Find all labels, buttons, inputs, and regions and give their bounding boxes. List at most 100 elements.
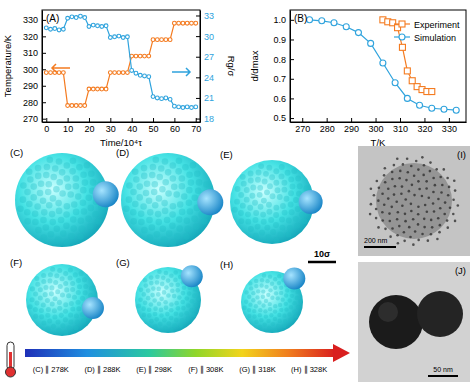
panel-label: (B) [294,13,307,24]
data-point [138,54,142,58]
tick-mark [42,53,46,54]
tick-mark [290,39,294,40]
panel-label: (I) [457,149,466,160]
tick-label: 0.7 [273,74,286,84]
series-line [310,20,457,110]
tick: 330 [442,118,457,134]
data-point [409,78,415,84]
tick-label: 10 [63,124,73,134]
data-point [91,87,95,91]
legend-marker [399,34,405,40]
tick: 24 [196,73,214,83]
tick-mark [290,98,294,99]
tick-label: 33 [204,11,214,21]
legend: ExperimentSimulation [394,20,460,43]
tick-mark [42,86,46,87]
axis-line [290,11,291,123]
tick-label: 60 [170,124,180,134]
data-point [108,36,112,40]
tick-label: 270 [23,114,38,124]
data-point [121,36,125,40]
tick-label: 310 [23,48,38,58]
data-point [151,38,155,42]
panel-label: (H) [220,259,233,270]
color-bar-label: (D) ∥ 288K [84,365,120,374]
tick-label: 40 [127,124,137,134]
data-point [168,97,172,101]
data-point [91,23,95,27]
tick-label: 320 [417,124,432,134]
simulation-render [230,160,323,244]
tick-mark [46,118,47,122]
plot-area [44,14,197,109]
data-point [121,71,125,75]
tick-label: 1.0 [273,15,286,25]
data-point [61,71,65,75]
data-point [181,21,185,25]
tick-label: 0 [44,124,49,134]
data-point [126,71,130,75]
data-point [181,106,185,110]
data-point [57,28,61,32]
axis-line [291,122,467,123]
tick-mark [196,36,200,37]
tick: 270 [23,114,46,124]
data-point [70,15,74,19]
data-point [87,25,91,29]
tick: 21 [196,93,214,103]
data-point [164,96,168,100]
tick-mark [327,118,328,122]
data-point [83,16,87,20]
panel-label: (A) [46,13,59,24]
tick-mark [42,102,46,103]
tick: 1.0 [273,15,294,25]
panel-label: (F) [10,257,22,268]
tick: 0.7 [273,74,294,84]
data-point [441,106,447,112]
tick: 270 [295,118,310,134]
tick-label: 50 [149,124,159,134]
color-bar [25,349,335,357]
tick-label: 21 [204,93,214,103]
tick: 300 [23,65,46,75]
tick-label: 0.6 [273,94,286,104]
tick: 18 [196,114,214,124]
tick-label: 30 [204,31,214,41]
tick: 40 [127,118,137,134]
color-bar-label: (G) ∥ 318K [239,365,276,374]
data-point [100,87,104,91]
panel-label: (J) [455,265,466,276]
data-point [392,80,398,86]
data-point [177,21,181,25]
panel-label: (G) [116,257,130,268]
axis-line [42,11,43,123]
data-point [79,104,83,108]
panel-label: (E) [220,149,233,160]
axis-arrow [52,64,70,72]
data-point [155,38,159,42]
tick-mark [196,98,200,99]
data-point [126,35,130,39]
tick-label: 310 [393,124,408,134]
data-point [172,104,176,108]
tick: 300 [369,118,384,134]
axis-arrow [172,68,190,76]
tick: 0.9 [273,35,294,45]
y-axis: 270280290300310320330 [23,11,46,125]
tick: 320 [23,32,46,42]
data-point [177,105,181,109]
data-point [429,89,435,95]
series-line [383,20,432,92]
tick-mark [89,118,90,122]
legend-label: Experiment [414,20,460,30]
tick-label: 290 [23,81,38,91]
data-point [143,54,147,58]
tick-label: 270 [295,124,310,134]
data-point [79,14,83,18]
tem-image [358,146,470,256]
data-point [164,38,168,42]
y-axis-title: d/dmax [249,50,260,81]
color-bar-label: (H) ∥ 328K [291,365,327,374]
data-point [368,40,374,46]
tick: 0.6 [273,94,294,104]
